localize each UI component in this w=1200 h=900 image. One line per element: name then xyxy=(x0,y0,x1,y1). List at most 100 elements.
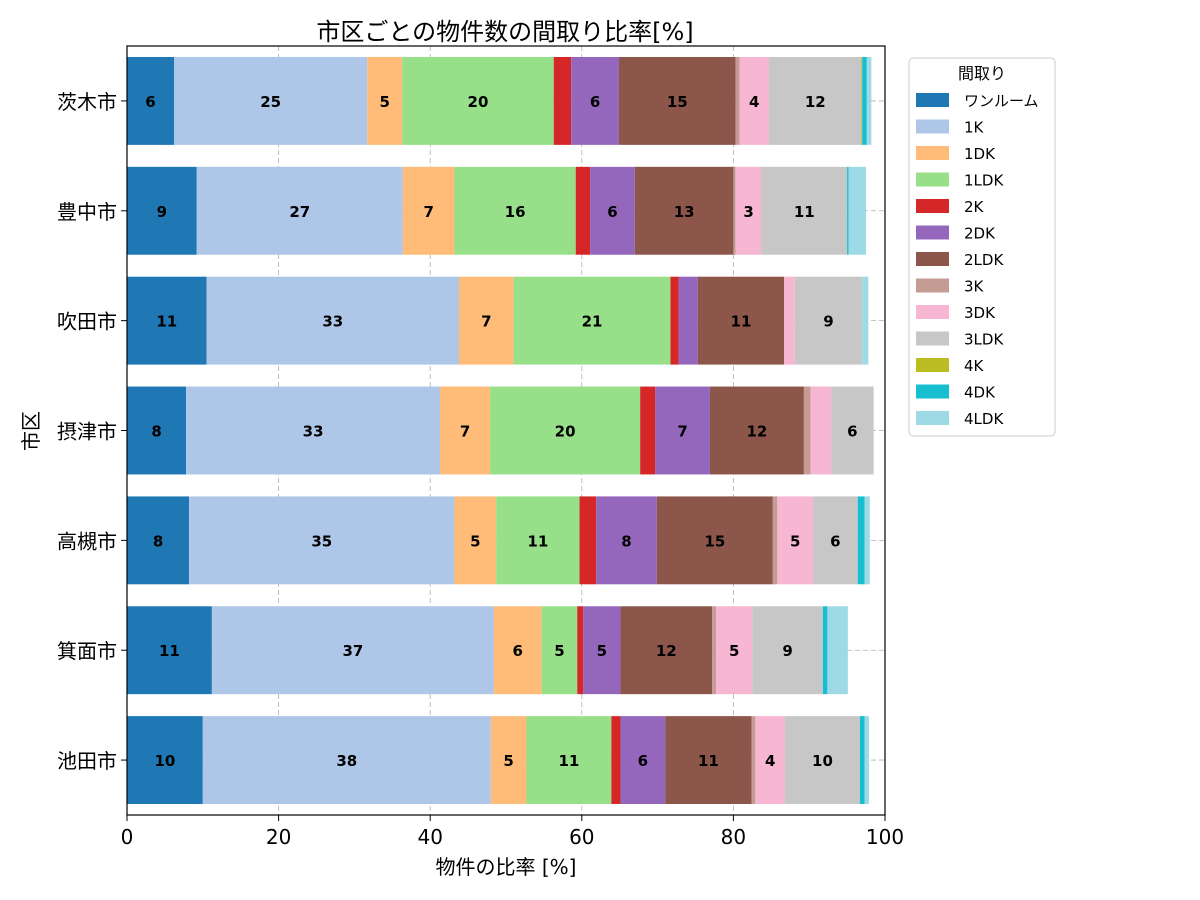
bar-segment xyxy=(761,166,848,255)
bar-data-label: 9 xyxy=(782,642,792,660)
legend-entry: 1K xyxy=(964,119,985,137)
bar-data-label: 6 xyxy=(590,93,600,111)
bar-segment xyxy=(127,166,197,255)
x-axis-label: 物件の比率 [%] xyxy=(436,855,577,879)
bar-segment xyxy=(678,276,698,365)
legend-title: 間取り xyxy=(958,64,1006,83)
x-tick-label: 100 xyxy=(866,825,904,849)
legend-entry: ワンルーム xyxy=(964,92,1039,110)
legend-swatch xyxy=(916,411,949,425)
bar-data-label: 6 xyxy=(830,532,840,550)
bar-segment xyxy=(848,166,867,255)
bar-segment xyxy=(127,606,212,695)
bar-segment xyxy=(857,496,865,585)
bar-segment xyxy=(440,386,491,475)
legend-swatch xyxy=(916,305,949,319)
bar-data-label: 8 xyxy=(621,532,631,550)
bar-data-label: 11 xyxy=(731,313,752,331)
bar-segment xyxy=(665,716,752,805)
bar-segment xyxy=(803,386,811,475)
bar-data-label: 10 xyxy=(154,752,175,770)
bar-segment xyxy=(864,496,870,585)
bar-segment xyxy=(862,276,869,365)
bar-data-label: 6 xyxy=(847,423,857,441)
bar-segment xyxy=(735,56,740,145)
bar-data-label: 6 xyxy=(513,642,523,660)
legend-entry: 4DK xyxy=(964,384,996,402)
bar-data-label: 6 xyxy=(145,93,155,111)
x-axis-ticks: 0 20 40 60 80 100 xyxy=(121,815,904,849)
bar-segment xyxy=(459,276,514,365)
legend-entry: 3K xyxy=(964,278,985,296)
bar-segment xyxy=(755,716,785,805)
bar-segment xyxy=(810,386,832,475)
bar-segment xyxy=(454,166,576,255)
bar-segment xyxy=(864,716,870,805)
bar-data-label: 7 xyxy=(460,423,470,441)
legend-swatch xyxy=(916,278,949,293)
bar-segment xyxy=(127,716,203,805)
bar-segment xyxy=(496,496,580,585)
legend-swatch xyxy=(916,331,949,346)
x-tick-label: 40 xyxy=(417,825,442,849)
legend-box xyxy=(908,57,1056,437)
bar-segment xyxy=(611,716,621,805)
bar-segment xyxy=(656,496,773,585)
bar-data-label: 38 xyxy=(336,752,357,770)
bar-data-label: 15 xyxy=(667,93,688,111)
y-axis-label: 市区 xyxy=(19,411,43,451)
bar-data-label: 12 xyxy=(805,93,826,111)
bar-data-label: 11 xyxy=(527,532,548,550)
legend-swatch xyxy=(916,199,949,213)
legend-entry: 4LDK xyxy=(964,410,1004,428)
bar-segment xyxy=(402,166,455,255)
data-labels-group: 6 25 5 20 6 15 4 12 9 27 7 16 6 13 3 11 11 33 7 21 11 9 8 33 7 20… xyxy=(145,93,857,770)
bar-segment xyxy=(620,606,713,695)
bars-group xyxy=(127,56,874,805)
bar-segment xyxy=(590,166,635,255)
bar-data-label: 7 xyxy=(423,203,433,221)
bar-segment xyxy=(859,716,865,805)
bar-data-label: 4 xyxy=(765,752,775,770)
bar-segment xyxy=(490,716,527,805)
bar-segment xyxy=(784,716,860,805)
legend-entry: 3LDK xyxy=(964,331,1004,349)
bar-data-label: 33 xyxy=(322,313,343,331)
bar-data-label: 27 xyxy=(289,203,310,221)
bar-data-label: 9 xyxy=(157,203,167,221)
bar-segment xyxy=(571,56,619,145)
legend-entry: 1LDK xyxy=(964,172,1004,190)
bar-segment xyxy=(596,496,657,585)
bar-segment xyxy=(402,56,554,145)
bar-data-label: 37 xyxy=(342,642,363,660)
legend-entry: 2K xyxy=(964,198,985,216)
y-tick-label: 茨木市 xyxy=(57,90,117,114)
bar-segment xyxy=(541,606,578,695)
bar-segment xyxy=(784,276,795,365)
bar-data-label: 11 xyxy=(156,313,177,331)
bar-data-label: 16 xyxy=(505,203,526,221)
bar-segment xyxy=(127,496,190,585)
bar-segment xyxy=(715,606,753,695)
bar-segment xyxy=(777,496,813,585)
bar-data-label: 25 xyxy=(260,93,281,111)
legend-swatch xyxy=(916,93,949,107)
bar-data-label: 5 xyxy=(729,642,739,660)
bar-data-label: 5 xyxy=(554,642,564,660)
bar-segment xyxy=(733,166,736,255)
bar-segment xyxy=(812,496,858,585)
bar-segment xyxy=(127,276,207,365)
legend-entry: 1DK xyxy=(964,145,996,163)
legend-swatch xyxy=(916,252,949,266)
bar-data-label: 10 xyxy=(812,752,833,770)
legend-swatch xyxy=(916,384,949,399)
bar-segment xyxy=(454,496,497,585)
bar-segment xyxy=(493,606,542,695)
bar-segment xyxy=(831,386,874,475)
bar-data-label: 8 xyxy=(153,532,163,550)
x-tick-label: 60 xyxy=(569,825,594,849)
bar-data-label: 5 xyxy=(380,93,390,111)
x-tick-label: 80 xyxy=(721,825,746,849)
bar-data-label: 7 xyxy=(677,423,687,441)
x-tick-label: 20 xyxy=(266,825,291,849)
